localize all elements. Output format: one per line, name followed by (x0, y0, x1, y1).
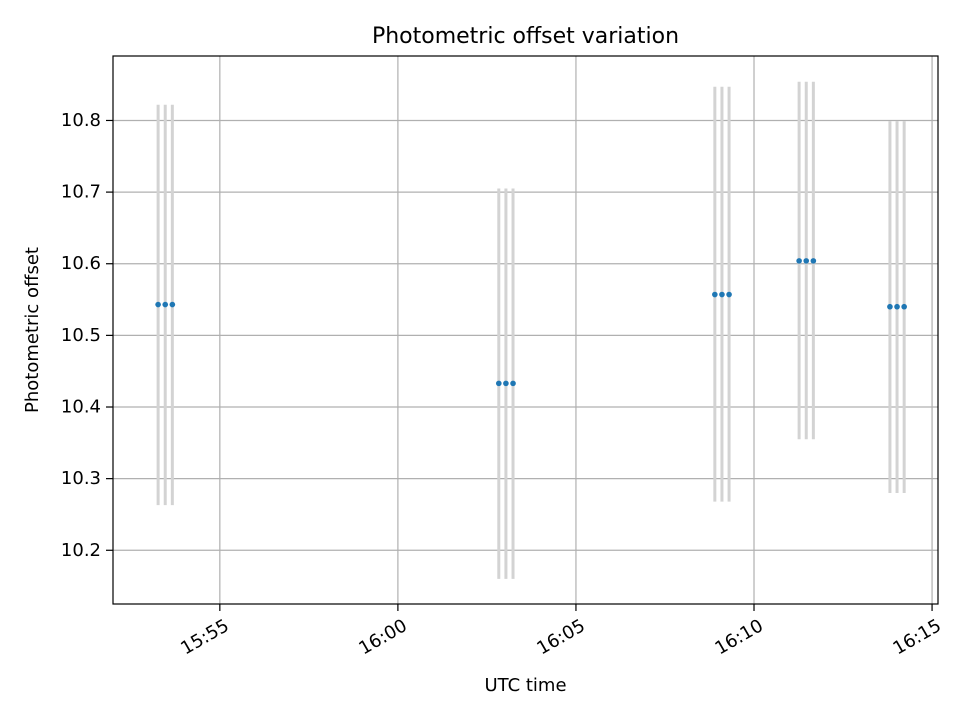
data-point (495, 380, 502, 387)
y-axis-label: Photometric offset (22, 247, 43, 413)
data-point (712, 291, 718, 298)
data-point (719, 291, 725, 298)
data-point (901, 303, 907, 310)
data-point (726, 291, 732, 298)
data-point (169, 301, 176, 308)
data-point (162, 301, 169, 308)
y-tick-label: 10.2 (61, 540, 101, 561)
y-tick-label: 10.7 (61, 182, 101, 203)
data-point (503, 380, 509, 387)
data-point (803, 258, 810, 264)
y-tick-label: 10.4 (61, 397, 101, 418)
y-axis-ticks: 10.2 10.3 10.4 10.5 10.6 10.7 10.8 (61, 110, 113, 561)
data-point (796, 258, 802, 264)
plot-frame (112, 55, 939, 605)
y-tick-label: 10.5 (61, 325, 101, 346)
chart-title: Photometric offset variation (372, 24, 679, 49)
data-point (810, 258, 817, 264)
y-tick-label: 10.6 (61, 253, 101, 274)
data-point (894, 303, 900, 310)
x-axis-label: UTC time (484, 675, 566, 696)
data-points (155, 258, 907, 387)
y-tick-label: 10.8 (61, 110, 101, 131)
data-point (510, 380, 516, 387)
data-point (155, 301, 161, 308)
y-tick-label: 10.3 (61, 468, 101, 489)
data-point (887, 303, 893, 310)
